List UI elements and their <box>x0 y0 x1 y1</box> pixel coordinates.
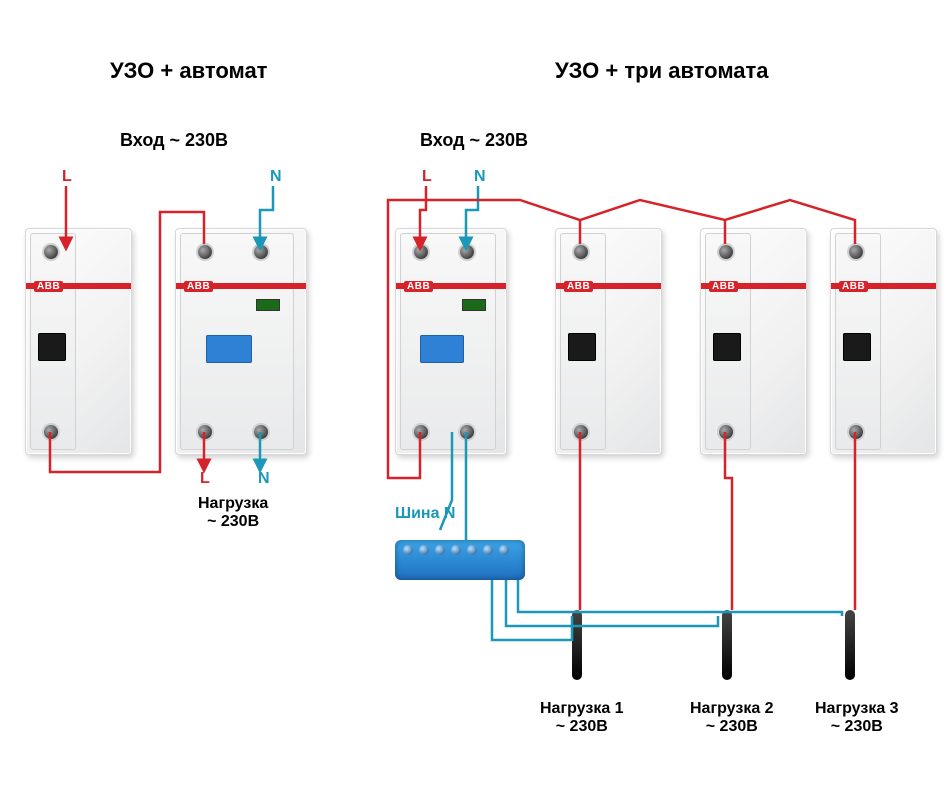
load-pin-1 <box>572 610 582 680</box>
terminal-N-top <box>254 245 268 259</box>
terminal-bottom <box>719 425 733 439</box>
brand-badge: ABB <box>564 281 593 292</box>
terminal-top <box>719 245 733 259</box>
load-pin-3 <box>845 610 855 680</box>
terminal-top <box>849 245 863 259</box>
right-title: УЗО + три автомата <box>555 58 769 84</box>
left-L-label: L <box>62 168 72 186</box>
terminal-bottom <box>44 425 58 439</box>
left-input-label: Вход ~ 230В <box>120 130 228 151</box>
load-label-3: Нагрузка 3 ~ 230В <box>815 700 899 736</box>
rcd-lever <box>420 335 464 363</box>
terminal-L-bot <box>414 425 428 439</box>
terminal-L-top <box>414 245 428 259</box>
brand-badge: ABB <box>404 281 433 292</box>
left-N-out-label: N <box>258 470 270 488</box>
breaker-1p-r3: ABB <box>830 228 937 455</box>
terminal-bottom <box>849 425 863 439</box>
neutral-busbar <box>395 540 525 580</box>
brand-badge: ABB <box>709 281 738 292</box>
terminal-L-top <box>198 245 212 259</box>
breaker-lever <box>568 333 596 361</box>
rcd-right: ABB <box>395 228 507 455</box>
terminal-bottom <box>574 425 588 439</box>
bus-label: Шина N <box>395 505 455 523</box>
rcd-left: ABB <box>175 228 307 455</box>
terminal-L-bot <box>198 425 212 439</box>
terminal-top <box>44 245 58 259</box>
terminal-N-bot <box>254 425 268 439</box>
rcd-lever <box>206 335 252 363</box>
right-N-label: N <box>474 168 486 186</box>
left-title: УЗО + автомат <box>110 58 267 84</box>
load-pin-2 <box>722 610 732 680</box>
left-load-label: Нагрузка ~ 230В <box>198 495 268 531</box>
breaker-lever <box>843 333 871 361</box>
breaker-lever <box>713 333 741 361</box>
terminal-N-top <box>460 245 474 259</box>
brand-badge: ABB <box>184 281 213 292</box>
right-input-label: Вход ~ 230В <box>420 130 528 151</box>
diagram-stage: УЗО + автомат УЗО + три автомата Вход ~ … <box>0 0 950 786</box>
rcd-indicator <box>462 299 486 311</box>
left-L-out-label: L <box>200 470 210 488</box>
breaker-1p-left: ABB <box>25 228 132 455</box>
breaker-1p-r1: ABB <box>555 228 662 455</box>
breaker-lever <box>38 333 66 361</box>
right-L-label: L <box>422 168 432 186</box>
brand-badge: ABB <box>34 281 63 292</box>
brand-badge: ABB <box>839 281 868 292</box>
terminal-N-bot <box>460 425 474 439</box>
rcd-indicator <box>256 299 280 311</box>
load-label-2: Нагрузка 2 ~ 230В <box>690 700 774 736</box>
load-label-1: Нагрузка 1 ~ 230В <box>540 700 624 736</box>
terminal-top <box>574 245 588 259</box>
breaker-1p-r2: ABB <box>700 228 807 455</box>
left-N-label: N <box>270 168 282 186</box>
